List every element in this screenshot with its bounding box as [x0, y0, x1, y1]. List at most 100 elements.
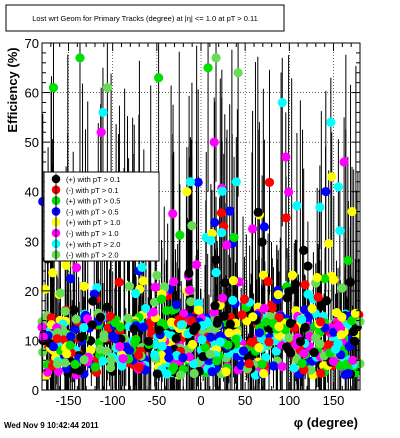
data-point	[187, 339, 198, 350]
data-point	[110, 318, 120, 328]
data-point	[347, 206, 357, 217]
data-point	[79, 323, 89, 333]
data-point	[237, 310, 247, 320]
data-point	[299, 245, 309, 255]
data-point	[154, 73, 164, 83]
x-tick-label: 0	[197, 393, 204, 408]
data-point	[254, 328, 265, 338]
data-point	[147, 326, 157, 336]
data-point	[179, 308, 189, 319]
data-point	[239, 294, 250, 304]
data-point	[320, 274, 330, 284]
data-point	[285, 318, 295, 329]
title-box: Lost wrt Geom for Primary Tracks (degree…	[5, 4, 285, 32]
data-point	[70, 359, 80, 369]
data-point	[330, 344, 341, 354]
legend-entries: (+) with pT > 0.1 (-) with pT > 0.1 (+) wi…	[51, 173, 120, 261]
data-point	[52, 334, 62, 344]
legend-label: (-) with pT > 2.0	[66, 251, 119, 260]
data-point	[123, 313, 133, 323]
data-point	[333, 320, 344, 331]
data-point	[224, 328, 234, 338]
data-point	[233, 68, 243, 78]
data-point	[189, 325, 199, 335]
data-point	[217, 228, 227, 238]
data-point	[207, 367, 217, 377]
data-point	[289, 363, 299, 373]
data-point	[248, 312, 258, 322]
data-point	[164, 353, 174, 363]
data-point	[264, 337, 274, 347]
data-point	[328, 356, 339, 366]
data-point	[205, 349, 215, 359]
data-point	[175, 370, 186, 380]
data-point	[200, 342, 210, 353]
data-point	[315, 317, 326, 327]
data-point	[90, 362, 100, 372]
data-point	[315, 202, 325, 212]
data-point	[217, 186, 227, 196]
data-point	[321, 296, 331, 306]
data-point	[124, 281, 135, 291]
data-point	[299, 349, 309, 359]
y-tick-label: 40	[25, 185, 39, 200]
data-point	[162, 369, 172, 379]
data-point	[178, 352, 188, 363]
data-point	[306, 365, 316, 375]
x-tick-label: -150	[55, 393, 81, 408]
data-point	[228, 276, 239, 286]
legend-label: (-) with pT > 0.5	[66, 207, 119, 216]
data-point	[257, 359, 267, 369]
data-point	[258, 270, 269, 280]
data-point	[284, 333, 294, 343]
data-point	[89, 289, 99, 299]
data-point	[231, 177, 241, 187]
data-point	[197, 334, 207, 345]
data-point	[105, 363, 116, 373]
data-point	[210, 301, 220, 311]
data-point	[102, 83, 112, 93]
data-point	[168, 362, 179, 372]
data-point	[71, 314, 81, 324]
data-point	[259, 303, 270, 314]
data-point	[263, 276, 273, 287]
data-point	[225, 206, 235, 216]
y-tick-label: 10	[25, 333, 39, 348]
data-point	[300, 280, 310, 290]
data-point	[98, 356, 108, 366]
data-point	[130, 288, 141, 299]
data-point	[161, 306, 172, 316]
data-point	[261, 317, 271, 327]
data-point	[238, 346, 249, 356]
data-point	[134, 362, 144, 373]
data-point	[176, 320, 186, 330]
data-point	[60, 358, 70, 368]
data-point	[211, 53, 221, 63]
data-point	[313, 292, 323, 302]
legend-label: (-) with pT > 0.1	[66, 186, 119, 195]
data-point	[95, 312, 106, 322]
data-point	[157, 341, 167, 351]
data-point	[171, 333, 181, 344]
data-point	[244, 358, 254, 369]
data-point	[228, 295, 238, 305]
data-point	[312, 273, 322, 283]
data-point	[292, 201, 302, 211]
legend-label: (+) with pT > 0.5	[66, 197, 120, 206]
timestamp: Wed Nov 9 10:42:44 2011	[4, 421, 99, 430]
data-point	[191, 259, 202, 270]
data-point	[76, 332, 86, 343]
data-point	[189, 368, 199, 379]
data-point	[198, 352, 208, 362]
data-point	[88, 296, 98, 306]
data-point	[118, 353, 128, 364]
legend-label: (+) with pT > 0.1	[66, 175, 120, 184]
data-point	[250, 370, 261, 380]
data-point	[268, 361, 279, 371]
data-point	[216, 208, 227, 218]
data-point	[138, 276, 148, 286]
x-tick-label: -50	[147, 393, 166, 408]
chart-title: Lost wrt Geom for Primary Tracks (degree…	[32, 14, 258, 23]
data-point	[253, 207, 263, 217]
